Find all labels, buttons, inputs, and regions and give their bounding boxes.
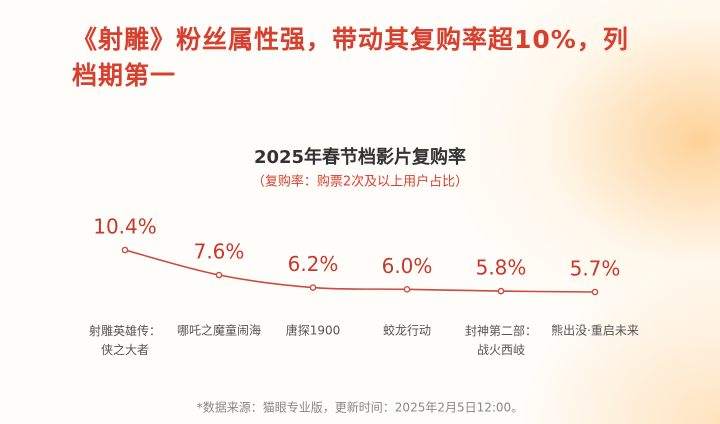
point: [215, 271, 223, 279]
x-tick-label: 射雕英雄传：侠之大者: [89, 323, 161, 357]
source-note: *数据来源：猫眼专业版，更新时间：2025年2月5日12:00。: [197, 400, 523, 415]
line: [124, 249, 596, 293]
x-tick-label: 蛟龙行动: [383, 323, 431, 338]
headline: 《射雕》粉丝属性强，带动其复购率超10%，列档期第一: [72, 25, 629, 90]
chart-subtitle: （复购率：购票2次及以上用户占比）: [252, 174, 468, 190]
value-label: 5.7%: [570, 257, 621, 281]
value-label: 5.8%: [476, 256, 527, 280]
x-tick-label: 哪吒之魔童闹海: [177, 323, 261, 338]
point: [403, 286, 411, 293]
x-tick-label: 熊出没·重启未来: [551, 323, 639, 338]
value-label: 7.6%: [194, 240, 245, 264]
point: [121, 246, 129, 254]
value-label: 10.4%: [93, 215, 157, 239]
value-label: 6.0%: [382, 254, 433, 278]
x-tick-label: 封神第二部：战火西岐: [465, 323, 537, 357]
x-tick-label: 唐探1900: [286, 323, 341, 338]
value-label: 6.2%: [288, 252, 339, 276]
point: [591, 288, 599, 296]
chart-title: 2025年春节档影片复购率: [254, 146, 466, 168]
point: [309, 284, 317, 291]
point: [497, 287, 505, 295]
